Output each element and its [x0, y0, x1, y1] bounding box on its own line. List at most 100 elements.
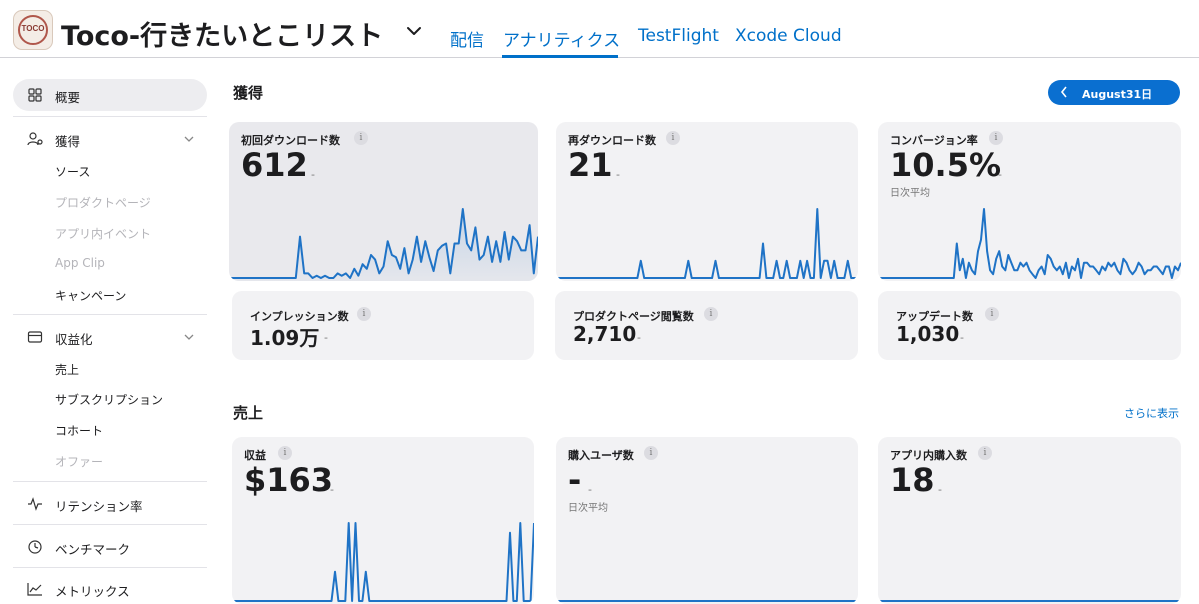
line-chart-icon [27, 583, 42, 596]
metric-value: 1.09万 [250, 326, 320, 350]
metric-value: 21 [568, 146, 613, 184]
date-selector-button[interactable]: August31日 [1048, 80, 1180, 105]
chevron-down-icon[interactable] [405, 24, 423, 38]
metric-change: - [330, 483, 334, 496]
metric-change: - [938, 483, 942, 496]
metric-card-impressions[interactable]: インプレッション数 i 1.09万 - [232, 291, 534, 360]
metric-card-first-downloads[interactable]: 初回ダウンロード数 i 612 - [229, 122, 538, 281]
sparkline-in-app-purchases [878, 600, 1181, 602]
sidebar: 概要 獲得 ソース プロダクトページ アプリ内イベント App Clip キャン… [13, 79, 207, 604]
sparkline-first-downloads [229, 208, 538, 281]
chevron-down-icon[interactable] [183, 134, 195, 144]
metric-change: - [960, 331, 964, 344]
metric-card-paying-users[interactable]: 購入ユーザ数 i - - 日次平均 [556, 437, 858, 604]
divider [13, 116, 207, 117]
top-header: TOCO Toco-行きたいとこリスト 配信 アナリティクス TestFligh… [0, 0, 1199, 58]
metric-card-redownloads[interactable]: 再ダウンロード数 i 21 - [556, 122, 858, 281]
sidebar-item-cohorts[interactable]: コホート [55, 424, 104, 438]
sparkline-series-line [878, 208, 1181, 279]
metric-change: - [324, 331, 328, 344]
show-more-link[interactable]: さらに表示 [1124, 407, 1179, 420]
sidebar-item-campaigns[interactable]: キャンペーン [55, 289, 127, 303]
chevron-down-icon[interactable] [183, 332, 195, 342]
metric-change: - [616, 168, 620, 181]
section-title-acquisition: 獲得 [233, 84, 264, 102]
sidebar-item-app-clip[interactable]: App Clip [55, 256, 105, 270]
app-icon: TOCO [13, 10, 53, 50]
sparkline-series-line [556, 208, 858, 279]
info-icon[interactable]: i [644, 446, 658, 460]
app-icon-text: TOCO [21, 24, 45, 33]
sidebar-item-acquisition[interactable]: 獲得 [13, 127, 207, 151]
info-icon[interactable]: i [989, 131, 1003, 145]
info-icon[interactable]: i [357, 307, 371, 321]
metric-value: 612 [241, 146, 308, 184]
info-icon[interactable]: i [666, 131, 680, 145]
sparkline-proceeds [232, 522, 534, 602]
metric-label: 購入ユーザ数 [568, 449, 634, 462]
credit-card-icon [27, 331, 43, 343]
active-tab-indicator [502, 55, 618, 58]
info-icon[interactable]: i [985, 307, 999, 321]
info-icon[interactable]: i [704, 307, 718, 321]
metric-card-proceeds[interactable]: 収益 i $163 - [232, 437, 534, 604]
pulse-icon [28, 497, 42, 511]
sidebar-item-subscriptions[interactable]: サブスクリプション [55, 393, 164, 407]
sidebar-item-label: リテンション率 [55, 499, 143, 514]
section-title-sales: 売上 [233, 404, 264, 422]
sidebar-item-offers[interactable]: オファー [55, 455, 104, 469]
info-icon[interactable]: i [978, 446, 992, 460]
metric-change: - [588, 483, 592, 496]
sidebar-item-sales[interactable]: 売上 [55, 363, 80, 377]
metric-subtitle: 日次平均 [568, 503, 608, 514]
metric-card-product-page-views[interactable]: プロダクトページ閲覧数 i 2,710 - [555, 291, 858, 360]
tab-testflight[interactable]: TestFlight [638, 26, 719, 46]
metric-label: 初回ダウンロード数 [241, 134, 340, 147]
divider [13, 314, 207, 315]
info-icon[interactable]: i [278, 446, 292, 460]
sidebar-item-overview[interactable]: 概要 [13, 79, 207, 111]
sidebar-item-label: メトリックス [55, 584, 130, 599]
sidebar-item-label: ベンチマーク [55, 542, 131, 557]
sparkline-paying-users [556, 600, 858, 602]
metric-value: 18 [890, 461, 935, 499]
metric-card-conversion-rate[interactable]: コンバージョン率 i 10.5% - 日次平均 [878, 122, 1181, 281]
tab-distribution[interactable]: 配信 [450, 31, 484, 51]
metric-label: プロダクトページ閲覧数 [573, 310, 694, 323]
tab-analytics[interactable]: アナリティクス [503, 31, 621, 51]
metric-label: インプレッション数 [250, 310, 349, 323]
metric-label: コンバージョン率 [890, 134, 978, 147]
divider [13, 524, 207, 525]
sidebar-item-retention[interactable]: リテンション率 [13, 492, 207, 516]
metric-change: - [637, 331, 641, 344]
sidebar-item-in-app-events[interactable]: アプリ内イベント [55, 227, 152, 241]
sidebar-item-label: 概要 [55, 90, 81, 105]
sidebar-item-metrics[interactable]: メトリックス [13, 577, 207, 601]
metric-value: 2,710 [573, 322, 637, 346]
sidebar-item-label: 収益化 [55, 332, 93, 347]
info-icon[interactable]: i [354, 131, 368, 145]
sidebar-item-monetization[interactable]: 収益化 [13, 325, 207, 349]
metric-value: - [568, 461, 582, 499]
sidebar-item-sources[interactable]: ソース [55, 165, 91, 179]
user-acquisition-icon [27, 132, 43, 146]
sidebar-item-product-page[interactable]: プロダクトページ [55, 196, 151, 210]
sidebar-item-benchmark[interactable]: ベンチマーク [13, 535, 207, 559]
sidebar-item-label: 獲得 [55, 134, 81, 149]
gauge-icon [28, 540, 42, 554]
divider [13, 481, 207, 482]
metric-label: 再ダウンロード数 [568, 134, 656, 147]
metric-change: - [311, 168, 315, 181]
sparkline-series-line [232, 522, 534, 602]
sparkline-area [229, 209, 538, 281]
sparkline-conversion-rate [878, 208, 1181, 279]
grid-icon [28, 88, 42, 102]
metric-card-in-app-purchases[interactable]: アプリ内購入数 i 18 - [878, 437, 1181, 604]
metric-card-updates[interactable]: アップデート数 i 1,030 - [878, 291, 1181, 360]
metric-value: 10.5% [890, 146, 1002, 184]
tab-xcode-cloud[interactable]: Xcode Cloud [735, 26, 842, 46]
chevron-left-icon[interactable] [1060, 86, 1068, 98]
app-title[interactable]: Toco-行きたいとこリスト [61, 21, 384, 52]
divider [13, 567, 207, 568]
metric-label: アプリ内購入数 [890, 449, 967, 462]
